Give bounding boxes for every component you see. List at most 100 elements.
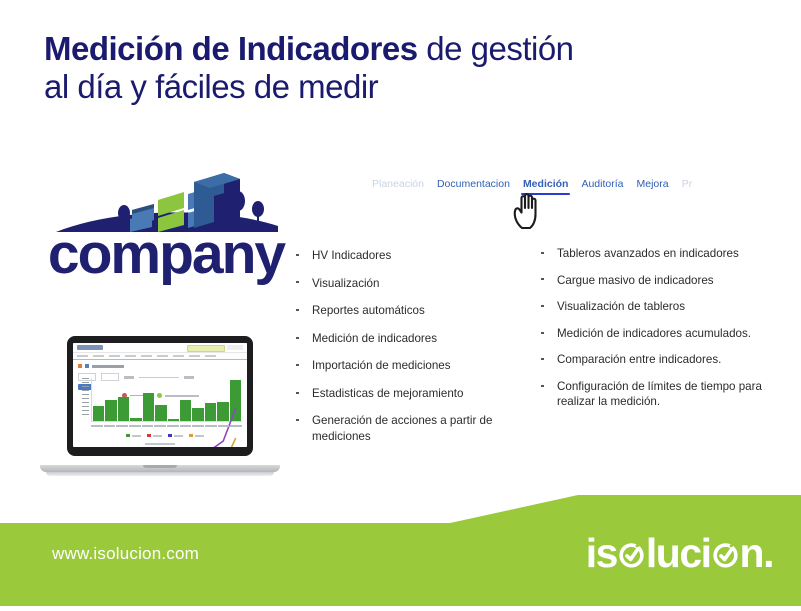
tab-proveedores[interactable]: Provee (681, 178, 692, 190)
chart-bar (179, 400, 192, 421)
app-nav: Planeación Documentacion Medición Audito… (372, 178, 692, 230)
company-wordmark: company (47, 222, 286, 286)
list-item: Comparación entre indicadores. (541, 352, 789, 368)
filter-label (184, 375, 194, 379)
filter-slider[interactable] (139, 376, 179, 378)
bullet-icon (541, 273, 557, 289)
dashboard-title-row (73, 360, 247, 370)
filter-label (124, 375, 134, 379)
list-item-label: Medición de indicadores (312, 331, 438, 345)
legend-entry (189, 434, 204, 437)
list-item: Cargue masivo de indicadores (541, 273, 789, 289)
dashboard-header (73, 343, 247, 353)
list-item-label: HV Indicadores (312, 249, 392, 262)
list-item-label: Reportes automáticos (312, 304, 425, 318)
dashboard-menubar[interactable] (73, 353, 247, 360)
chart-bars (92, 378, 242, 421)
isolucion-logo-part-4: n (739, 530, 765, 576)
isolucion-logo-part-1: is (585, 530, 619, 576)
blue-square-icon (85, 364, 89, 368)
bullet-icon (296, 358, 312, 374)
list-item: Generación de acciones a partir de medic… (296, 413, 526, 444)
legend-marker-red (121, 393, 127, 398)
chart-bar (130, 418, 142, 421)
feature-list-right: Tableros avanzados en indicadores Cargue… (541, 246, 789, 421)
dashboard-screen (73, 343, 247, 447)
list-item-label: Medición de indicadores acumulados. (557, 326, 751, 340)
list-item-label: Comparación entre indicadores. (557, 353, 722, 367)
list-item: Configuración de límites de tiempo para … (541, 379, 789, 410)
list-item-label: Visualización (312, 276, 380, 290)
bullet-icon (541, 379, 557, 410)
chart-plot-area (91, 378, 242, 422)
menu-item[interactable] (93, 355, 104, 357)
filter-select[interactable] (78, 373, 96, 381)
pointing-hand-cursor-icon (513, 193, 537, 230)
menu-item[interactable] (77, 355, 88, 357)
tab-medicion[interactable]: Medición (520, 178, 570, 195)
check-circle-icon-2 (712, 534, 739, 568)
laptop-base-shadow (46, 472, 274, 476)
chart-top-legend (73, 393, 247, 398)
legend-line (129, 395, 154, 396)
menu-item[interactable] (125, 355, 136, 357)
chart-x-labels (91, 423, 243, 430)
tab-documentacion[interactable]: Documentacion (436, 178, 510, 190)
isolucion-logo-part-2: lu (645, 530, 681, 576)
laptop-mockup (40, 336, 280, 476)
list-item-label: Cargue masivo de indicadores (557, 273, 714, 287)
dashboard-search-input[interactable] (187, 345, 225, 352)
chart-bar (93, 406, 105, 421)
menu-item[interactable] (157, 355, 168, 357)
legend-entry (147, 434, 162, 437)
list-item: Reportes automáticos (296, 303, 526, 319)
tab-planeacion[interactable]: Planeación (372, 178, 424, 190)
dashboard-chart (82, 378, 243, 430)
orange-square-icon (78, 364, 82, 368)
feature-list-left: HV Indicadores Visualización Reportes au… (296, 248, 526, 456)
company-logo: company (46, 170, 286, 285)
chart-bar (204, 402, 217, 421)
laptop-lid (67, 336, 253, 456)
dashboard-filters (73, 370, 247, 381)
list-item: Medición de indicadores (296, 331, 526, 347)
menu-item[interactable] (141, 355, 152, 357)
menu-item[interactable] (205, 355, 216, 357)
list-item: Importación de mediciones (296, 358, 526, 374)
legend-marker-green (156, 393, 162, 398)
bullet-icon (296, 248, 312, 264)
title-line-2: al día y fáciles de medir (44, 68, 379, 106)
chart-bar (192, 408, 204, 421)
list-item: Medición de indicadores acumulados. (541, 326, 789, 342)
isolucion-logo-part-3: ci (679, 530, 712, 576)
menu-item[interactable] (173, 355, 184, 357)
chart-bar (167, 418, 179, 421)
laptop-base (40, 465, 280, 472)
menu-item[interactable] (189, 355, 200, 357)
dashboard-apply-button[interactable] (78, 384, 92, 390)
chart-bar (155, 404, 167, 421)
list-item: Tableros avanzados en indicadores (541, 246, 789, 262)
legend-entry (168, 434, 183, 437)
footer-website-url[interactable]: www.isolucion.com (52, 544, 200, 563)
company-buildings-icon (56, 173, 278, 232)
bullet-icon (296, 386, 312, 402)
page-title: Medición de Indicadores de gestión al dí… (44, 30, 764, 107)
menu-item[interactable] (109, 355, 120, 357)
tab-mejora[interactable]: Mejora (636, 178, 669, 190)
title-light: de gestión (417, 30, 574, 67)
list-item-label: Estadisticas de mejoramiento (312, 386, 464, 400)
list-item-label: Generación de acciones a partir de medic… (312, 414, 493, 443)
filter-select[interactable] (101, 373, 119, 381)
footer: www.isolucion.com is lu ci n. (0, 488, 801, 606)
dashboard-user-menu[interactable] (227, 345, 243, 350)
list-item: Visualización de tableros (541, 299, 789, 315)
dashboard-logo (77, 345, 103, 350)
tab-auditoria[interactable]: Auditoría (581, 178, 624, 190)
list-item-label: Visualización de tableros (557, 300, 686, 314)
bullet-icon (296, 331, 312, 347)
chart-bar (105, 400, 117, 421)
bullet-icon (541, 326, 557, 342)
legend-text (164, 394, 199, 397)
